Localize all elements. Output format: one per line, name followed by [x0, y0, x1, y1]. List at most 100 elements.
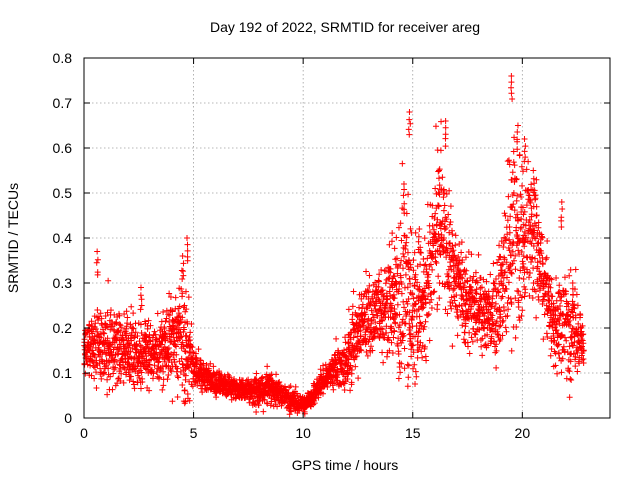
data-point	[410, 349, 417, 356]
data-point	[533, 314, 540, 321]
data-point	[404, 361, 411, 368]
data-point	[508, 90, 515, 97]
data-point	[499, 319, 506, 326]
data-point	[492, 300, 499, 307]
data-point	[514, 122, 521, 129]
data-point	[442, 306, 449, 313]
data-point	[448, 282, 455, 289]
data-point	[382, 280, 389, 287]
data-point	[376, 278, 383, 285]
data-point	[473, 286, 480, 293]
data-point	[401, 345, 408, 352]
data-point	[511, 134, 518, 141]
data-point	[120, 379, 127, 386]
data-point	[436, 166, 443, 173]
data-point	[517, 267, 524, 274]
data-point	[114, 328, 121, 335]
data-point	[502, 324, 509, 331]
data-point	[388, 238, 395, 245]
data-point	[153, 368, 160, 375]
data-point	[367, 343, 374, 350]
data-point	[566, 272, 573, 279]
data-point	[499, 293, 506, 300]
data-point	[175, 374, 182, 381]
data-point	[405, 362, 412, 369]
data-point	[386, 347, 393, 354]
data-point	[148, 366, 155, 373]
data-point	[317, 386, 324, 393]
data-point	[166, 312, 173, 319]
data-point	[422, 318, 429, 325]
data-point	[253, 370, 260, 377]
data-point	[94, 271, 101, 278]
data-point	[390, 316, 397, 323]
data-point	[404, 249, 411, 256]
data-point	[525, 230, 532, 237]
data-point	[530, 280, 537, 287]
data-point	[569, 302, 576, 309]
data-point	[417, 339, 424, 346]
data-point	[186, 364, 193, 371]
data-point	[127, 348, 134, 355]
data-point	[508, 73, 515, 79]
data-point	[417, 319, 423, 326]
data-point	[151, 362, 158, 369]
data-point	[113, 320, 120, 327]
data-point	[412, 271, 419, 278]
data-point	[176, 303, 183, 310]
data-point	[498, 261, 505, 268]
data-point	[172, 294, 179, 301]
data-point	[492, 275, 499, 282]
data-point	[509, 260, 516, 267]
y-tick-label: 0.6	[53, 140, 73, 156]
data-point	[514, 217, 521, 224]
data-point	[521, 243, 528, 250]
data-point	[503, 259, 510, 266]
data-point	[554, 316, 561, 323]
data-point	[179, 339, 186, 346]
data-point	[508, 270, 515, 277]
data-point	[566, 343, 573, 350]
data-point	[549, 293, 556, 300]
data-point	[556, 302, 563, 309]
data-point	[416, 313, 423, 320]
data-point	[551, 337, 558, 344]
data-point	[168, 368, 175, 375]
data-point	[527, 269, 534, 276]
data-point	[521, 269, 528, 276]
data-point	[446, 239, 453, 246]
data-point	[412, 229, 419, 236]
data-point	[518, 194, 525, 201]
data-point	[567, 266, 574, 273]
data-point	[394, 301, 401, 308]
data-point	[508, 299, 515, 306]
data-point	[116, 312, 123, 319]
data-point	[579, 343, 586, 350]
data-point	[334, 371, 341, 378]
data-point	[126, 377, 133, 384]
data-point	[521, 228, 528, 235]
data-point	[420, 256, 427, 263]
data-point	[203, 362, 210, 369]
y-tick-label: 0.4	[53, 230, 73, 246]
data-point	[459, 257, 466, 264]
data-point	[429, 222, 436, 229]
data-point	[508, 252, 515, 259]
data-point	[86, 333, 93, 340]
data-point	[512, 334, 519, 341]
data-point	[399, 316, 406, 323]
data-point	[451, 297, 458, 304]
data-point	[508, 84, 515, 91]
data-point	[522, 154, 529, 161]
data-point	[504, 274, 511, 281]
data-point	[137, 284, 144, 291]
data-point	[360, 319, 367, 326]
data-point	[406, 320, 413, 327]
data-point	[90, 363, 97, 370]
data-point	[553, 274, 560, 281]
data-point	[435, 273, 442, 280]
data-point	[182, 348, 189, 355]
data-point	[412, 301, 419, 308]
data-point	[410, 257, 417, 264]
